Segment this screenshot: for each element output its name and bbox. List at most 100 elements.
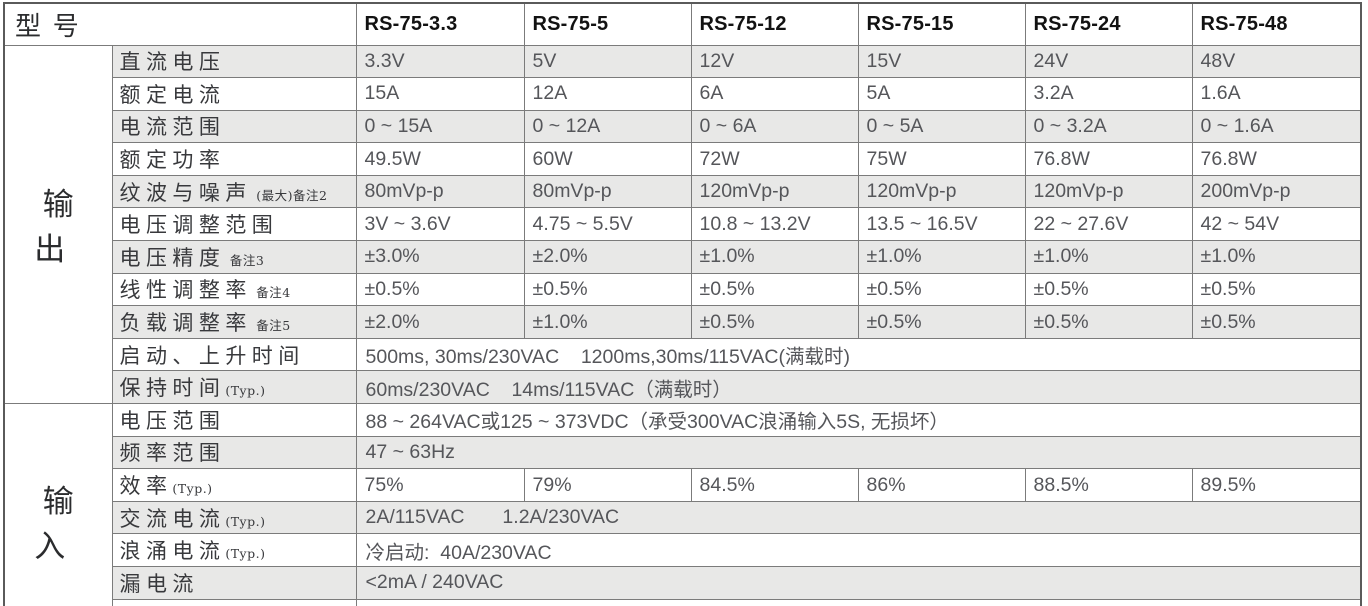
value-cell: 49.5W [355,142,525,176]
value-cell: 0 ~ 5A [857,109,1026,144]
value-cell: 200mVp-p [1191,174,1362,209]
value-cell: 48V [1191,44,1362,79]
row-label-note: 备注4 [251,285,291,301]
value-cell: 75% [355,468,525,502]
value-cell: 1.6A [1191,77,1362,111]
value-cell: ±1.0% [1024,240,1193,274]
model-name-cell: RS-75-3.3 [355,2,525,46]
value-cell: 0 ~ 3.2A [1024,109,1193,144]
value-cell: 86% [857,468,1026,502]
row-label-cell: 浪涌电流(Typ.) [111,533,357,567]
table-row: 电压精度 备注3 ±3.0% ±2.0% ±1.0% ±1.0% ±1.0% ±1.0% [4,240,1362,274]
value-cell: 76.8W [1191,142,1362,176]
table-row: 纹波与噪声 (最大)备注2 80mVp-p 80mVp-p 120mVp-p 120mV… [4,174,1362,209]
row-label-cell: 漏电流 [111,566,357,600]
row-label-cell: 额定功率 [111,142,357,176]
row-label: 保持时间 [119,376,226,401]
merged-value-cell: 88 ~ 264VAC或125 ~ 373VDC（承受300VAC浪涌输入5S,… [355,403,1362,437]
spec-table-body: 输出 直流电压 3.3V 5V 12V 15V 24V 48V 额定电流 15A 12A 6A 5A 3.… [3,44,1362,606]
value-cell: ±0.5% [523,272,692,307]
merged-value-cell: 47 ~ 63Hz [355,435,1362,470]
value-cell: 120mVp-p [690,174,859,209]
row-label-cell [111,598,357,606]
spec-table: 型号 RS-75-3.3 RS-75-5 RS-75-12 RS-75-15 RS-75-… [3,2,1362,606]
value-cell: ±0.5% [857,305,1026,339]
value-cell: ±3.0% [355,240,525,274]
value-cell: 0 ~ 1.6A [1191,109,1362,144]
row-label: 额定功率 [119,148,226,173]
row-label: 负载调整率 [119,311,252,336]
row-label-note: (Typ.) [225,383,266,399]
table-row: 交流电流(Typ.) 2A/115VAC 1.2A/230VAC [4,500,1362,535]
row-label: 线性调整率 [119,278,252,303]
row-label-note: (Typ.) [225,513,266,529]
group-label: 输出 [3,44,113,405]
value-cell: 88.5% [1024,468,1193,502]
row-label-note: (最大)备注2 [251,187,328,203]
row-label: 电压精度 [119,245,226,270]
merged-value-cell: 60ms/230VAC 14ms/115VAC（满载时） [355,370,1362,405]
model-name-cell: RS-75-5 [523,2,692,46]
value-cell: 13.5 ~ 16.5V [857,207,1026,242]
value-cell: 5V [523,44,692,79]
value-cell: 79% [523,468,692,502]
row-label-cell: 效率(Typ.) [111,468,357,502]
row-label: 电压范围 [119,408,226,433]
value-cell: 80mVp-p [355,174,525,209]
value-cell: ±0.5% [1191,272,1362,307]
merged-value-cell: 2A/115VAC 1.2A/230VAC [355,500,1362,535]
row-label-cell: 电压调整范围 [111,207,357,242]
value-cell: ±0.5% [690,272,859,307]
model-header-row: 型号 RS-75-3.3 RS-75-5 RS-75-12 RS-75-15 RS-75-… [3,2,1362,46]
value-cell: 120mVp-p [1024,174,1193,209]
value-cell: ±0.5% [1024,305,1193,339]
value-cell: 76.8W [1024,142,1193,176]
merged-value-cell: <2mA / 240VAC [355,566,1362,600]
value-cell: 60W [523,142,692,176]
value-cell: 75W [857,142,1026,176]
model-name-cell: RS-75-12 [690,2,859,46]
table-row: 效率(Typ.) 75% 79% 84.5% 86% 88.5% 89.5% [4,468,1362,502]
row-label-cell: 电压精度 备注3 [111,240,357,274]
value-cell: ±1.0% [690,240,859,274]
merged-value-cell: 冷启动: 40A/230VAC [355,533,1362,567]
value-cell: 0 ~ 12A [523,109,692,144]
table-row: 浪涌电流(Typ.) 冷启动: 40A/230VAC [4,533,1362,567]
value-cell: 3.3V [355,44,525,79]
value-cell: ±0.5% [1191,305,1362,339]
row-label-cell: 启动、上升时间 [111,337,357,372]
model-name-cell: RS-75-24 [1024,2,1193,46]
row-label-cell: 额定电流 [111,77,357,111]
row-label-cell: 直流电压 [111,44,357,79]
merged-value-cell [355,598,1362,606]
value-cell: 42 ~ 54V [1191,207,1362,242]
row-label: 漏电流 [119,571,199,596]
row-label-cell: 频率范围 [111,435,357,470]
value-cell: ±0.5% [1024,272,1193,307]
value-cell: 5A [857,77,1026,111]
value-cell: 15A [355,77,525,111]
value-cell: ±2.0% [523,240,692,274]
value-cell: 0 ~ 15A [355,109,525,144]
model-name-cell: RS-75-15 [857,2,1026,46]
row-label: 直流电压 [119,50,226,75]
value-cell: ±2.0% [355,305,525,339]
value-cell: 84.5% [690,468,859,502]
row-label: 效率 [119,474,173,499]
row-label-cell: 线性调整率 备注4 [111,272,357,307]
row-label: 纹波与噪声 [119,180,252,205]
value-cell: 4.75 ~ 5.5V [523,207,692,242]
table-row [4,598,1362,606]
row-label-cell: 纹波与噪声 (最大)备注2 [111,174,357,209]
row-label-note: 备注3 [225,252,265,268]
table-row: 输入 电压范围 88 ~ 264VAC或125 ~ 373VDC（承受300VAC浪… [3,403,1362,606]
table-row: 负载调整率 备注5 ±2.0% ±1.0% ±0.5% ±0.5% ±0.5% ±0.5% [4,305,1362,339]
value-cell: ±0.5% [355,272,525,307]
value-cell: 6A [690,77,859,111]
value-cell: 3V ~ 3.6V [355,207,525,242]
table-row: 频率范围 47 ~ 63Hz [4,435,1362,470]
row-label-note: (Typ.) [172,481,213,497]
value-cell: 0 ~ 6A [690,109,859,144]
row-label-cell: 交流电流(Typ.) [111,500,357,535]
